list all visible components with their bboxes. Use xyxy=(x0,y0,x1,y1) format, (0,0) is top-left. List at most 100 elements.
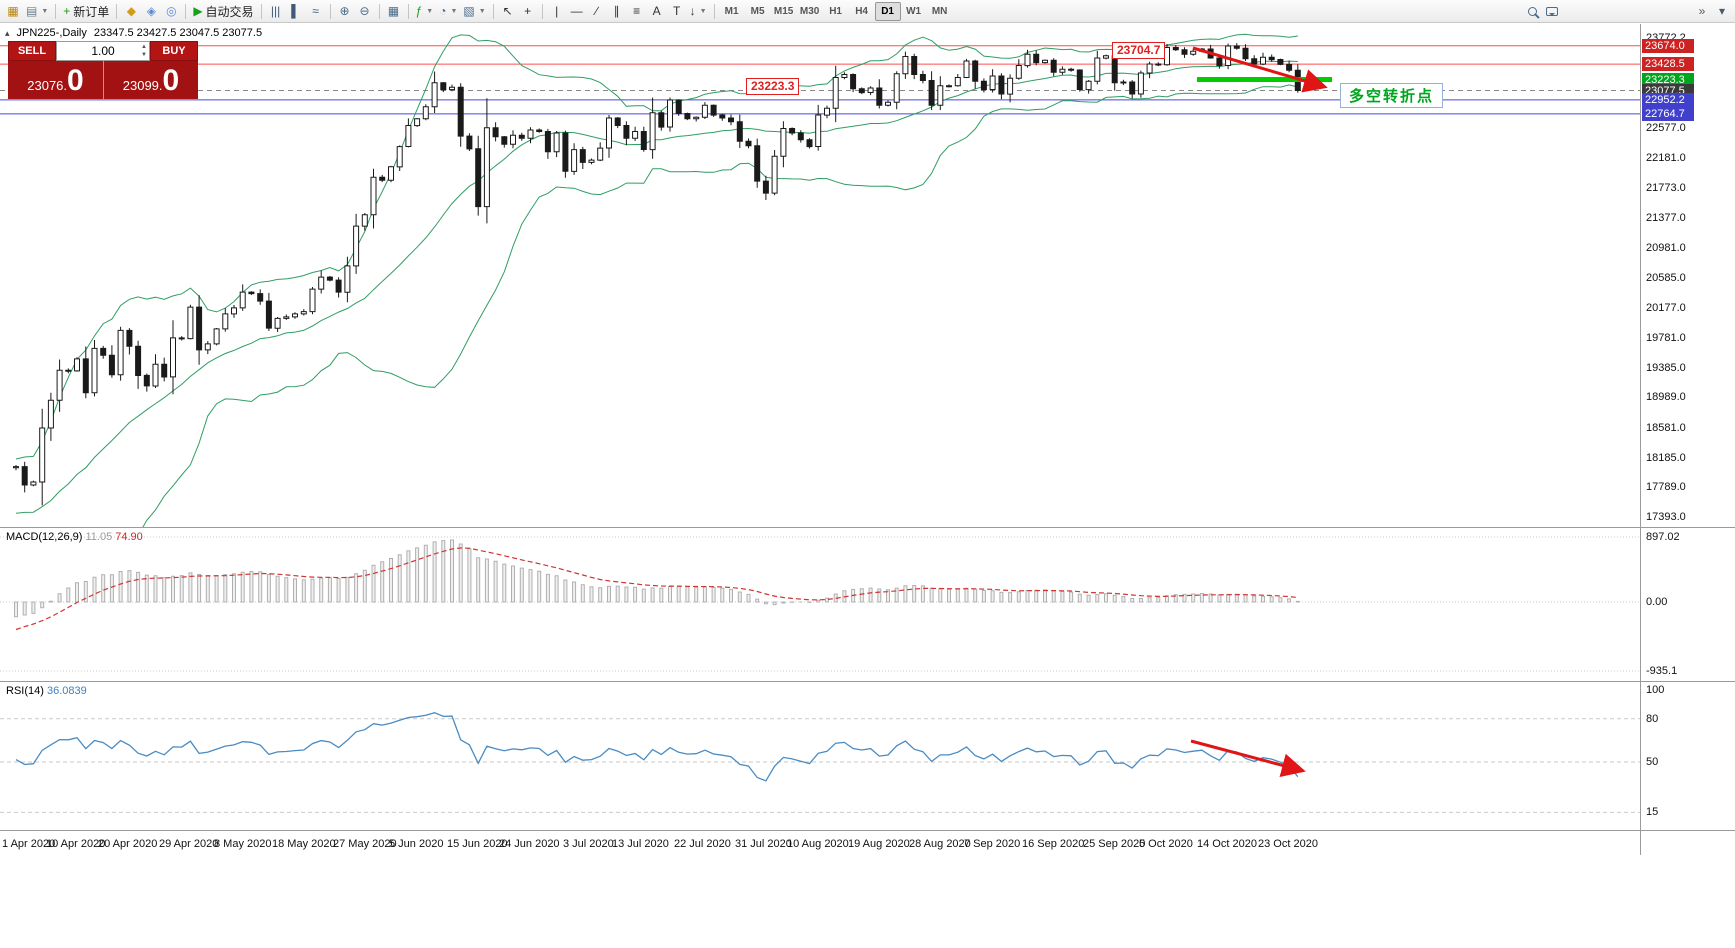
buy-price[interactable]: 23099. 0 xyxy=(103,61,198,99)
line-chart-button[interactable]: ≈ xyxy=(306,2,326,21)
toolbar-separator xyxy=(185,3,187,19)
arrows-button[interactable]: ↓ ▼ xyxy=(687,2,710,21)
chart-symbol-period: JPN225-,Daily xyxy=(16,27,87,39)
volume-field[interactable]: 1.00 ▲ ▼ xyxy=(56,41,150,61)
sell-price[interactable]: 23076. 0 xyxy=(8,61,103,99)
toolbar-overflow-button[interactable]: » xyxy=(1692,2,1712,21)
date-axis-label: 3 Jul 2020 xyxy=(563,838,614,850)
text-button[interactable]: A xyxy=(647,2,667,21)
timeframe-w1-button[interactable]: W1 xyxy=(901,2,927,21)
toolbar-separator xyxy=(116,3,118,19)
macd-title: MACD(12,26,9) xyxy=(6,531,83,543)
toolbar-options-button[interactable]: ▾ xyxy=(1712,2,1732,21)
panel-separator[interactable] xyxy=(0,527,1735,528)
buy-button[interactable]: BUY xyxy=(150,41,198,61)
candlestick-chart-button[interactable]: ▌ xyxy=(286,2,306,21)
date-axis-label: 18 May 2020 xyxy=(272,838,336,850)
templates-button[interactable]: ▧ ▼ xyxy=(460,2,488,21)
date-axis-label: 5 Oct 2020 xyxy=(1139,838,1193,850)
crosshair-button[interactable]: + xyxy=(518,2,538,21)
line-chart-icon: ≈ xyxy=(312,4,319,18)
timeframe-h4-button[interactable]: H4 xyxy=(849,2,875,21)
one-click-trading-panel: SELL 1.00 ▲ ▼ BUY 23076. 0 23099. 0 xyxy=(8,41,198,99)
market-watch-button[interactable]: ◆ xyxy=(121,2,141,21)
price-axis-label: 17789.0 xyxy=(1646,481,1686,494)
timeframe-m1-button[interactable]: M1 xyxy=(719,2,745,21)
profiles-button[interactable]: ▤ ▼ xyxy=(23,2,51,21)
toolbar-separator xyxy=(378,3,380,19)
annotation-price-note-23223[interactable]: 23223.3 xyxy=(746,78,800,95)
date-axis-label: 5 Jun 2020 xyxy=(389,838,444,850)
periods-button[interactable]: ◔ ▼ xyxy=(436,2,460,21)
zoom-in-button[interactable]: ⊕ xyxy=(335,2,355,21)
date-axis-label: 13 Jul 2020 xyxy=(612,838,669,850)
macd-axis-label: 897.02 xyxy=(1646,531,1680,543)
timeframe-mn-button[interactable]: MN xyxy=(927,2,953,21)
date-axis-label: 1 Apr 2020 xyxy=(2,838,56,850)
template-icon: ▧ xyxy=(463,4,475,18)
new-order-icon: + xyxy=(63,4,71,18)
date-axis-label: 19 Aug 2020 xyxy=(848,838,910,850)
price-axis: 23772.222577.022181.021773.021377.020981… xyxy=(1641,0,1735,948)
channel-icon: ∥ xyxy=(613,4,620,18)
timeframe-m30-button[interactable]: M30 xyxy=(797,2,823,21)
buy-price-big: 0 xyxy=(162,64,180,97)
macd-axis-label: 0.00 xyxy=(1646,596,1668,608)
trendline-button[interactable]: ∕ xyxy=(587,2,607,21)
dropdown-caret-icon: ▼ xyxy=(41,7,49,15)
autotrade-icon: ▶ xyxy=(193,4,203,18)
panel-separator[interactable] xyxy=(0,681,1735,682)
cursor-button[interactable]: ↖ xyxy=(498,2,518,21)
volume-down-icon[interactable]: ▼ xyxy=(141,52,147,58)
bar-chart-button[interactable]: ||| xyxy=(266,2,286,21)
vertical-line-icon: | xyxy=(555,4,559,18)
date-axis-label: 10 Aug 2020 xyxy=(787,838,849,850)
tile-windows-button[interactable]: ▦ xyxy=(384,2,404,21)
label-button[interactable]: T xyxy=(667,2,687,21)
tag-23674: 23674.0 xyxy=(1642,38,1694,53)
data-window-button[interactable]: ◈ xyxy=(141,2,161,21)
volume-up-icon[interactable]: ▲ xyxy=(141,44,147,50)
search-icon xyxy=(1527,6,1537,16)
dropdown-caret-icon: ▼ xyxy=(699,7,707,15)
date-axis: 1 Apr 2020 10 Apr 2020 20 Apr 2020 29 Apr 2… xyxy=(0,831,1640,855)
fibonacci-button[interactable]: ≡ xyxy=(627,2,647,21)
chat-button[interactable] xyxy=(1542,2,1562,21)
navigator-button[interactable]: ◎ xyxy=(161,2,181,21)
timeframe-h1-button[interactable]: H1 xyxy=(823,2,849,21)
axis-separator xyxy=(1640,24,1641,855)
tag-22952: 22952.2 xyxy=(1642,92,1694,107)
channel-button[interactable]: ∥ xyxy=(607,2,627,21)
vertical-line-button[interactable]: | xyxy=(547,2,567,21)
rsi-axis-label: 15 xyxy=(1646,806,1659,819)
autotrade-button-label: 自动交易 xyxy=(205,4,254,19)
macd-label: MACD(12,26,9) 11.05 74.90 xyxy=(6,531,143,543)
date-axis-label: 8 May 2020 xyxy=(214,838,272,850)
toolbar-separator xyxy=(329,3,331,19)
timeframe-d1-button[interactable]: D1 xyxy=(874,1,901,21)
overflow-icon: » xyxy=(1698,4,1706,18)
price-axis-label: 19385.0 xyxy=(1646,361,1686,374)
zoom-in-icon: ⊕ xyxy=(339,4,350,18)
date-axis-label: 22 Jul 2020 xyxy=(674,838,731,850)
sell-button[interactable]: SELL xyxy=(8,41,56,61)
arrow-tools-icon: ↓ xyxy=(689,4,696,18)
tag-22764: 22764.7 xyxy=(1642,106,1694,121)
macd-axis-label: -935.1 xyxy=(1646,665,1678,677)
new-chart-button[interactable]: ▦ xyxy=(3,2,23,21)
annotation-price-note-23704[interactable]: 23704.7 xyxy=(1112,42,1166,59)
search-button[interactable] xyxy=(1522,2,1542,21)
horizontal-line-button[interactable]: — xyxy=(567,2,587,21)
timeframe-m5-button[interactable]: M5 xyxy=(745,2,771,21)
zoom-out-button[interactable]: ⊖ xyxy=(355,2,375,21)
cursor-icon: ↖ xyxy=(502,4,513,18)
toolbar-buttons: ▦ ▤ ▼ + 新订单 ◆ ◈ ◎ ▶ 自动交易 ||| ▌ ≈ ⊕ ⊖ ▦ ƒ ▼ ◔ ▼ ▧ ▼ ↖ + | — ∕ ∥ ≡ A T ↓ ▼… xyxy=(3,1,953,21)
add-indicator-button[interactable]: ƒ ▼ xyxy=(413,2,437,21)
timeframe-m15-button[interactable]: M15 xyxy=(771,2,797,21)
autotrade-button[interactable]: ▶ 自动交易 xyxy=(190,2,256,21)
new-order-button[interactable]: + 新订单 xyxy=(60,2,112,21)
market-watch-icon: ◆ xyxy=(126,4,136,18)
annotation-turning-point[interactable]: 多空转折点 xyxy=(1340,83,1444,108)
oneclick-collapse-icon[interactable]: ▴ xyxy=(5,27,10,38)
